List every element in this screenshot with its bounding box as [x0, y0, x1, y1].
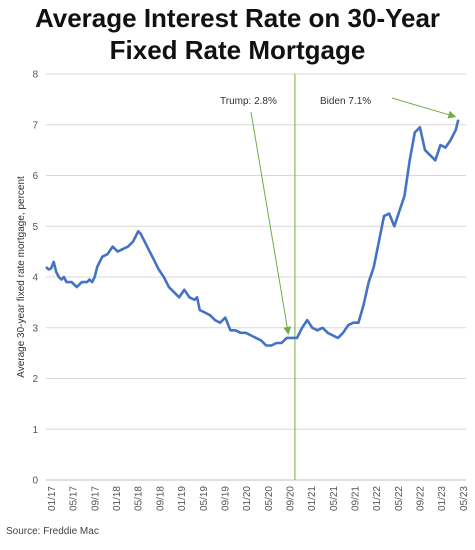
chart-title-line-2: Fixed Rate Mortgage [109, 35, 366, 65]
x-tick-label: 01/22 [372, 486, 383, 511]
y-tick-label: 4 [32, 273, 38, 284]
x-tick-label: 01/21 [307, 486, 318, 511]
annotation-trump: Trump: 2.8% [220, 96, 277, 107]
x-tick-label: 09/21 [351, 486, 362, 511]
source-note: Source: Freddie Mac [6, 526, 99, 537]
x-tick-label: 01/18 [112, 486, 123, 511]
y-tick-label: 3 [32, 323, 38, 334]
x-tick-label: 09/20 [285, 486, 296, 511]
x-tick-label: 05/21 [329, 486, 340, 511]
chart-title: Average Interest Rate on 30-Year Fixed R… [0, 2, 475, 66]
x-tick-label: 05/18 [134, 486, 145, 511]
y-tick-label: 0 [32, 476, 38, 487]
x-tick-label: 05/17 [69, 486, 80, 511]
x-tick-label: 05/19 [199, 486, 210, 511]
y-axis-label: Average 30-year fixed rate mortgage, per… [16, 176, 27, 378]
x-tick-label: 01/17 [47, 486, 58, 511]
y-tick-label: 1 [32, 425, 38, 436]
chart-title-line-1: Average Interest Rate on 30-Year [34, 3, 441, 33]
annotation-biden-arrow [391, 97, 457, 119]
annotation-biden: Biden 7.1% [320, 96, 371, 107]
y-tick-label: 8 [32, 70, 38, 81]
x-tick-label: 09/18 [155, 486, 166, 511]
x-tick-label: 01/19 [177, 486, 188, 511]
y-tick-label: 5 [32, 222, 38, 233]
x-tick-label: 09/22 [416, 486, 427, 511]
x-tick-label: 09/17 [90, 486, 101, 511]
annotation-trump-arrow [250, 111, 292, 335]
x-tick-label: 01/20 [242, 486, 253, 511]
y-tick-label: 6 [32, 171, 38, 182]
x-tick-label: 09/19 [220, 486, 231, 511]
x-tick-label: 05/20 [264, 486, 275, 511]
x-tick-label: 05/22 [394, 486, 405, 511]
y-tick-label: 7 [32, 120, 38, 131]
mortgage-rate-line [45, 119, 460, 347]
x-tick-label: 01/23 [437, 486, 448, 511]
y-tick-label: 2 [32, 374, 38, 385]
x-tick-label: 05/23 [459, 486, 470, 511]
